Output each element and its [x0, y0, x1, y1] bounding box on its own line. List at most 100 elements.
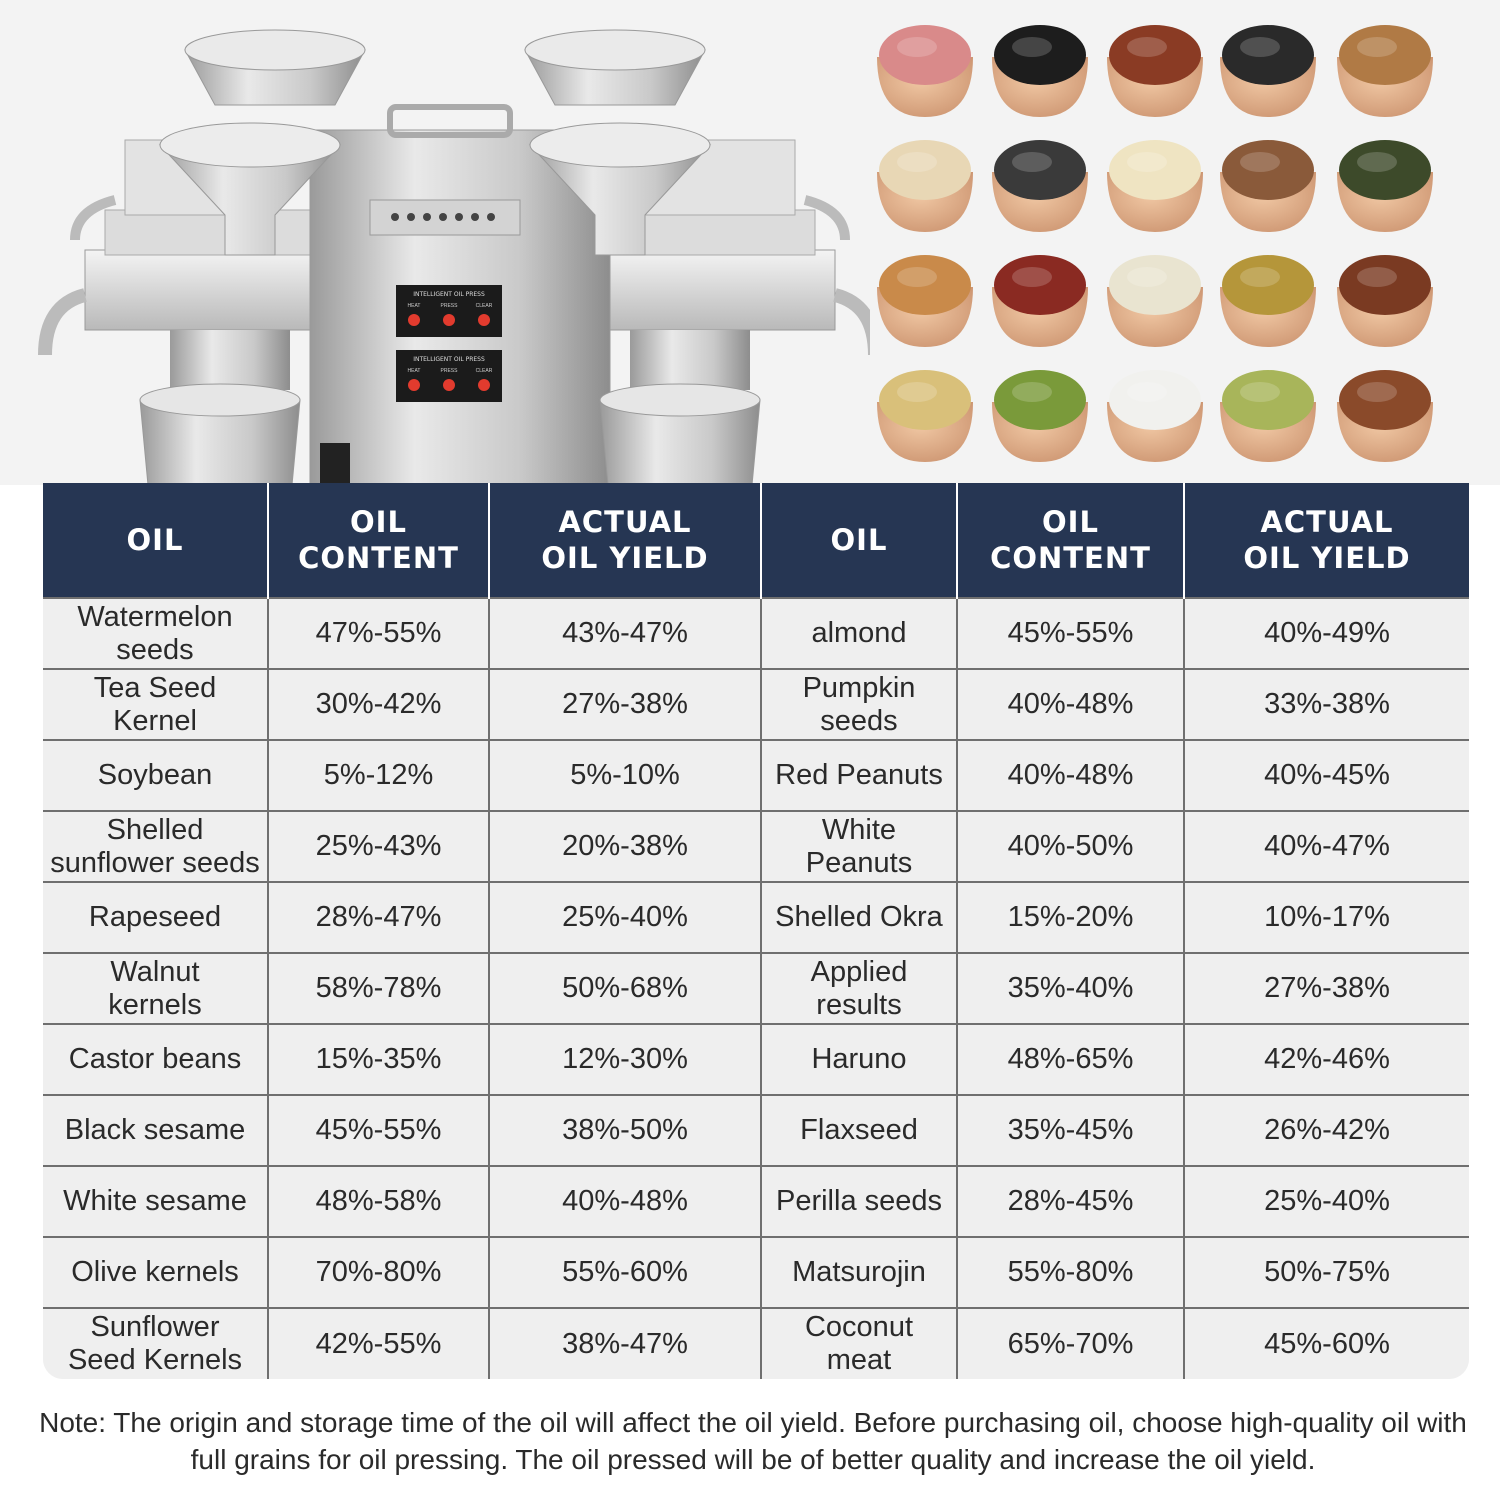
oil-content-cell: 28%-47% [267, 881, 489, 953]
oil-content-cell: 15%-35% [267, 1023, 489, 1095]
oil-name-cell: Red Peanuts [760, 739, 957, 811]
seed-bowls-grid-image [877, 25, 1433, 462]
oil-content-cell: 48%-65% [956, 1023, 1184, 1095]
oil-name-cell: Rapeseed [43, 881, 268, 953]
actual-oil-yield-cell: 40%-49% [1183, 597, 1469, 669]
seed-bowl-icon [1107, 140, 1203, 232]
actual-oil-yield-cell: 27%-38% [488, 668, 761, 740]
seed-bowl-icon [877, 370, 973, 462]
seed-bowl-icon [1220, 370, 1316, 462]
oil-content-cell: 45%-55% [267, 1094, 489, 1166]
oil-name-cell: Haruno [760, 1023, 957, 1095]
oil-name-cell: Watermelon seeds [43, 597, 268, 669]
panel-button-label: PRESS [441, 303, 459, 309]
actual-oil-yield-cell: 50%-68% [488, 952, 761, 1024]
table-row: Sunflower Seed Kernels 42%-55% 38%-47% Cocon… [43, 1307, 1469, 1379]
oil-press-machine-image: INTELLIGENT OIL PRESS HEAT PRESS CLEAR I… [38, 29, 870, 485]
table-row: White sesame 48%-58% 40%-48% Perilla seeds 2… [43, 1165, 1469, 1237]
table-row: Walnut kernels 58%-78% 50%-68% Applied result… [43, 952, 1469, 1024]
header-actual-oil-yield: ACTUAL OIL YIELD [1183, 483, 1469, 598]
actual-oil-yield-cell: 25%-40% [1183, 1165, 1469, 1237]
actual-oil-yield-cell: 43%-47% [488, 597, 761, 669]
actual-oil-yield-cell: 40%-47% [1183, 810, 1469, 882]
seed-bowl-icon [992, 25, 1088, 117]
seed-bowl-icon [1337, 370, 1433, 462]
oil-content-cell: 45%-55% [956, 597, 1184, 669]
oil-content-cell: 48%-58% [267, 1165, 489, 1237]
actual-oil-yield-cell: 12%-30% [488, 1023, 761, 1095]
actual-oil-yield-cell: 38%-50% [488, 1094, 761, 1166]
actual-oil-yield-cell: 27%-38% [1183, 952, 1469, 1024]
oil-name-cell: Soybean [43, 739, 268, 811]
oil-name-cell: Walnut kernels [43, 952, 268, 1024]
seed-bowl-icon [992, 140, 1088, 232]
actual-oil-yield-cell: 45%-60% [1183, 1307, 1469, 1379]
actual-oil-yield-cell: 40%-45% [1183, 739, 1469, 811]
seed-bowl-icon [1337, 25, 1433, 117]
oil-content-cell: 35%-40% [956, 952, 1184, 1024]
oil-content-cell: 65%-70% [956, 1307, 1184, 1379]
seed-bowl-icon [1107, 255, 1203, 347]
oil-content-cell: 40%-48% [956, 668, 1184, 740]
header-oil: OIL [43, 483, 268, 598]
panel-label-bottom: INTELLIGENT OIL PRESS [413, 356, 485, 363]
actual-oil-yield-cell: 26%-42% [1183, 1094, 1469, 1166]
oil-name-cell: Black sesame [43, 1094, 268, 1166]
footnote: Note: The origin and storage time of the… [39, 1407, 1467, 1475]
oil-content-cell: 15%-20% [956, 881, 1184, 953]
oil-content-cell: 55%-80% [956, 1236, 1184, 1308]
product-hero: INTELLIGENT OIL PRESS HEAT PRESS CLEAR I… [0, 0, 1500, 485]
oil-name-cell: almond [760, 597, 957, 669]
header-actual-oil-yield: ACTUAL OIL YIELD [488, 483, 761, 598]
oil-name-cell: Flaxseed [760, 1094, 957, 1166]
oil-content-cell: 40%-50% [956, 810, 1184, 882]
oil-name-cell: Pumpkin seeds [760, 668, 957, 740]
oil-name-cell: Shelled sunflower seeds [43, 810, 268, 882]
panel-button-label: HEAT [408, 303, 421, 309]
oil-content-cell: 47%-55% [267, 597, 489, 669]
oil-name-cell: White Peanuts [760, 810, 957, 882]
header-oil: OIL [760, 483, 957, 598]
oil-name-cell: Coconut meat [760, 1307, 957, 1379]
oil-content-cell: 35%-45% [956, 1094, 1184, 1166]
actual-oil-yield-cell: 33%-38% [1183, 668, 1469, 740]
actual-oil-yield-cell: 38%-47% [488, 1307, 761, 1379]
seed-bowl-icon [1220, 25, 1316, 117]
seed-bowl-icon [1107, 25, 1203, 117]
oil-content-cell: 40%-48% [956, 739, 1184, 811]
seed-bowl-icon [877, 255, 973, 347]
table-row: Black sesame 45%-55% 38%-50% Flaxseed 35%-45… [43, 1094, 1469, 1166]
oil-name-cell: Castor beans [43, 1023, 268, 1095]
actual-oil-yield-cell: 5%-10% [488, 739, 761, 811]
oil-name-cell: White sesame [43, 1165, 268, 1237]
seed-bowl-icon [1220, 255, 1316, 347]
seed-bowl-icon [992, 370, 1088, 462]
oil-name-cell: Matsurojin [760, 1236, 957, 1308]
table-row: Castor beans 15%-35% 12%-30% Haruno 48%-65% 4… [43, 1023, 1469, 1095]
actual-oil-yield-cell: 40%-48% [488, 1165, 761, 1237]
actual-oil-yield-cell: 50%-75% [1183, 1236, 1469, 1308]
actual-oil-yield-cell: 55%-60% [488, 1236, 761, 1308]
oil-name-cell: Sunflower Seed Kernels [43, 1307, 268, 1379]
table-row: Rapeseed 28%-47% 25%-40% Shelled Okra 15%-20… [43, 881, 1469, 953]
oil-name-cell: Tea Seed Kernel [43, 668, 268, 740]
seed-bowl-icon [1220, 140, 1316, 232]
table-header-row: OIL OIL CONTENT ACTUAL OIL YIELD OIL OIL CO… [43, 483, 1469, 598]
seed-bowl-icon [1337, 255, 1433, 347]
seed-bowl-icon [877, 25, 973, 117]
panel-label-top: INTELLIGENT OIL PRESS [413, 291, 485, 298]
oil-content-cell: 5%-12% [267, 739, 489, 811]
oil-content-cell: 70%-80% [267, 1236, 489, 1308]
panel-buttons-top: HEAT PRESS CLEAR [408, 303, 493, 309]
header-oil-content: OIL CONTENT [956, 483, 1184, 598]
seed-bowl-icon [1337, 140, 1433, 232]
panel-button-label: HEAT [408, 368, 421, 374]
oil-name-cell: Applied results [760, 952, 957, 1024]
seed-bowl-icon [877, 140, 973, 232]
panel-button-label: CLEAR [476, 303, 493, 309]
oil-content-cell: 28%-45% [956, 1165, 1184, 1237]
oil-content-cell: 58%-78% [267, 952, 489, 1024]
panel-buttons-bottom: HEAT PRESS CLEAR [408, 368, 493, 374]
table-row: Olive kernels 70%-80% 55%-60% Matsurojin 55%… [43, 1236, 1469, 1308]
panel-button-label: PRESS [441, 368, 459, 374]
